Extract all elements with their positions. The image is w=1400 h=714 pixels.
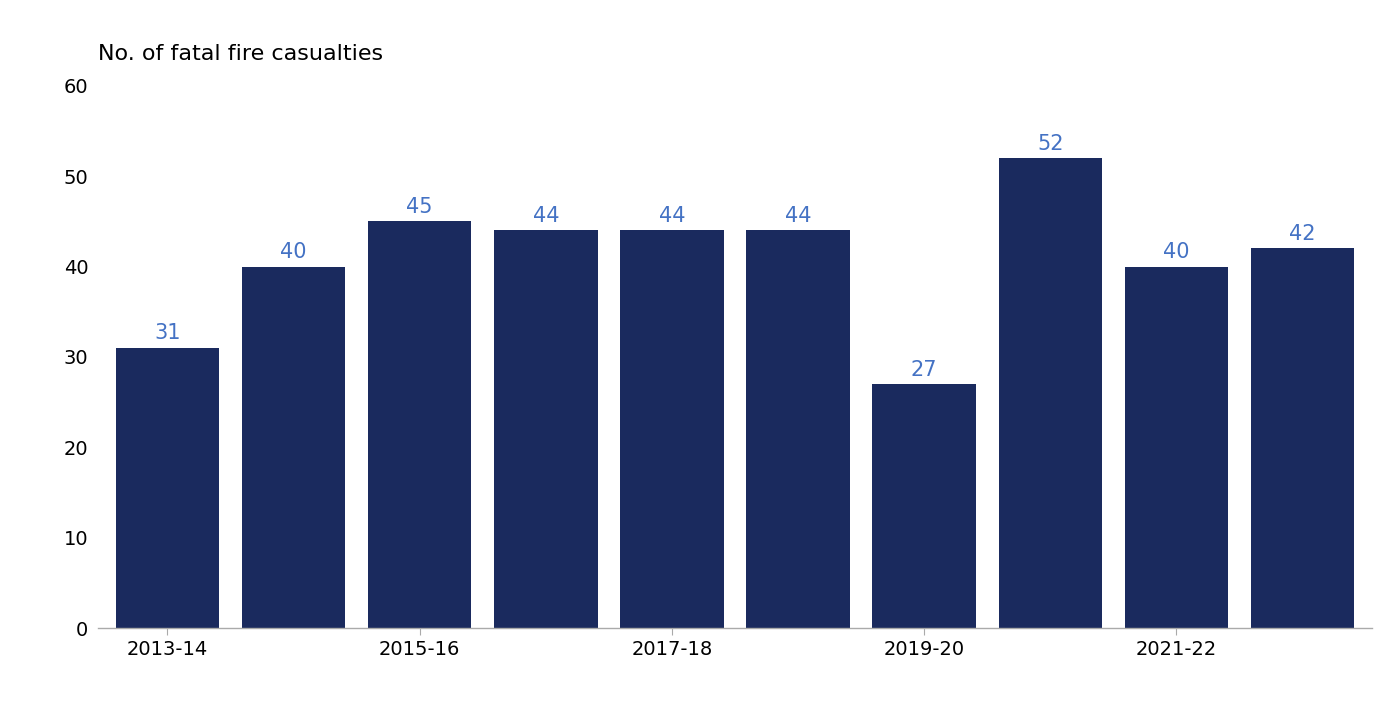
Text: No. of fatal fire casualties: No. of fatal fire casualties: [98, 44, 384, 64]
Text: 31: 31: [154, 323, 181, 343]
Bar: [1252, 248, 1354, 628]
Bar: [368, 221, 472, 628]
Bar: [746, 231, 850, 628]
Text: 42: 42: [1289, 224, 1316, 244]
Text: 44: 44: [658, 206, 685, 226]
Bar: [494, 231, 598, 628]
Text: 27: 27: [911, 360, 938, 380]
Text: 45: 45: [406, 197, 433, 217]
Bar: [116, 348, 218, 628]
Text: 40: 40: [1163, 242, 1190, 262]
Text: 52: 52: [1037, 134, 1064, 154]
Bar: [872, 384, 976, 628]
Bar: [1124, 266, 1228, 628]
Bar: [620, 231, 724, 628]
Bar: [242, 266, 346, 628]
Text: 44: 44: [785, 206, 812, 226]
Text: 40: 40: [280, 242, 307, 262]
Text: 44: 44: [532, 206, 559, 226]
Bar: [998, 158, 1102, 628]
